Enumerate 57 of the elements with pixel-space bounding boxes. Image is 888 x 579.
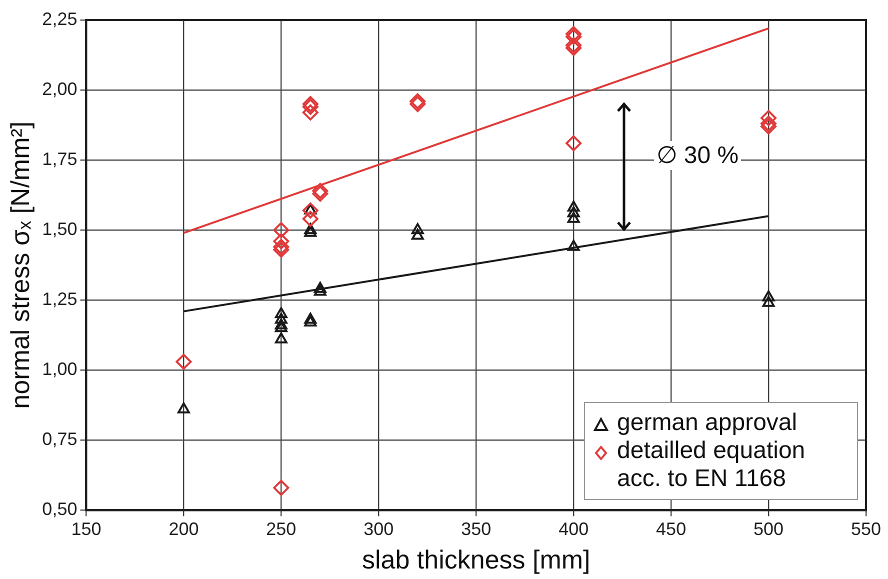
point (410, 93, 426, 110)
y-tick-label: 1,00 (42, 359, 78, 380)
point (314, 282, 326, 293)
x-tick-label: 400 (558, 518, 589, 539)
point (566, 135, 582, 152)
point (567, 206, 580, 218)
point (304, 223, 317, 234)
y-axis-title: normal stress σₓ [N/mm²] (4, 121, 35, 409)
x-tick-label: 300 (364, 518, 394, 539)
point (304, 226, 317, 237)
legend-label: german approval (617, 409, 798, 438)
x-tick-label: 250 (266, 518, 296, 539)
y-tick-label: 1,25 (42, 289, 78, 310)
point (762, 290, 775, 302)
point (410, 96, 426, 112)
x-axis-title: slab thickness [mm] (362, 544, 590, 575)
point (760, 110, 777, 126)
annotation: ∅ 30 % (654, 141, 741, 170)
point (302, 210, 318, 227)
point (273, 238, 290, 255)
legend-label: detailled equation acc. to EN 1168 (617, 437, 806, 494)
point (274, 318, 288, 330)
point (302, 104, 318, 120)
point (566, 37, 582, 54)
point (567, 240, 580, 251)
point (273, 222, 290, 238)
y-tick-label: 2,00 (42, 78, 78, 99)
x-tick-label: 450 (656, 518, 686, 539)
point (304, 312, 317, 324)
point (411, 223, 424, 234)
point (567, 212, 580, 223)
x-tick-label: 150 (71, 518, 102, 539)
point (411, 228, 424, 240)
point (312, 186, 328, 202)
point (304, 316, 317, 327)
y-tick-label: 0,50 (42, 499, 78, 520)
x-tick-label: 350 (461, 518, 492, 539)
x-tick-label: 500 (754, 518, 784, 539)
y-tick-label: 2,25 (42, 8, 78, 29)
point (178, 402, 190, 414)
point (274, 321, 288, 332)
y-tick-label: 0,75 (42, 429, 78, 450)
point (762, 296, 775, 307)
point (274, 312, 288, 324)
point (273, 242, 290, 258)
point (314, 284, 326, 296)
point (273, 233, 290, 250)
point (274, 332, 288, 344)
point (274, 307, 288, 318)
x-tick-label: 200 (168, 518, 199, 539)
y-tick-label: 1,50 (42, 219, 78, 240)
x-tick-label: 550 (850, 518, 882, 539)
point (312, 182, 328, 199)
point (567, 200, 580, 212)
y-tick-label: 1,75 (42, 149, 78, 170)
point (302, 202, 318, 218)
point (566, 40, 582, 56)
